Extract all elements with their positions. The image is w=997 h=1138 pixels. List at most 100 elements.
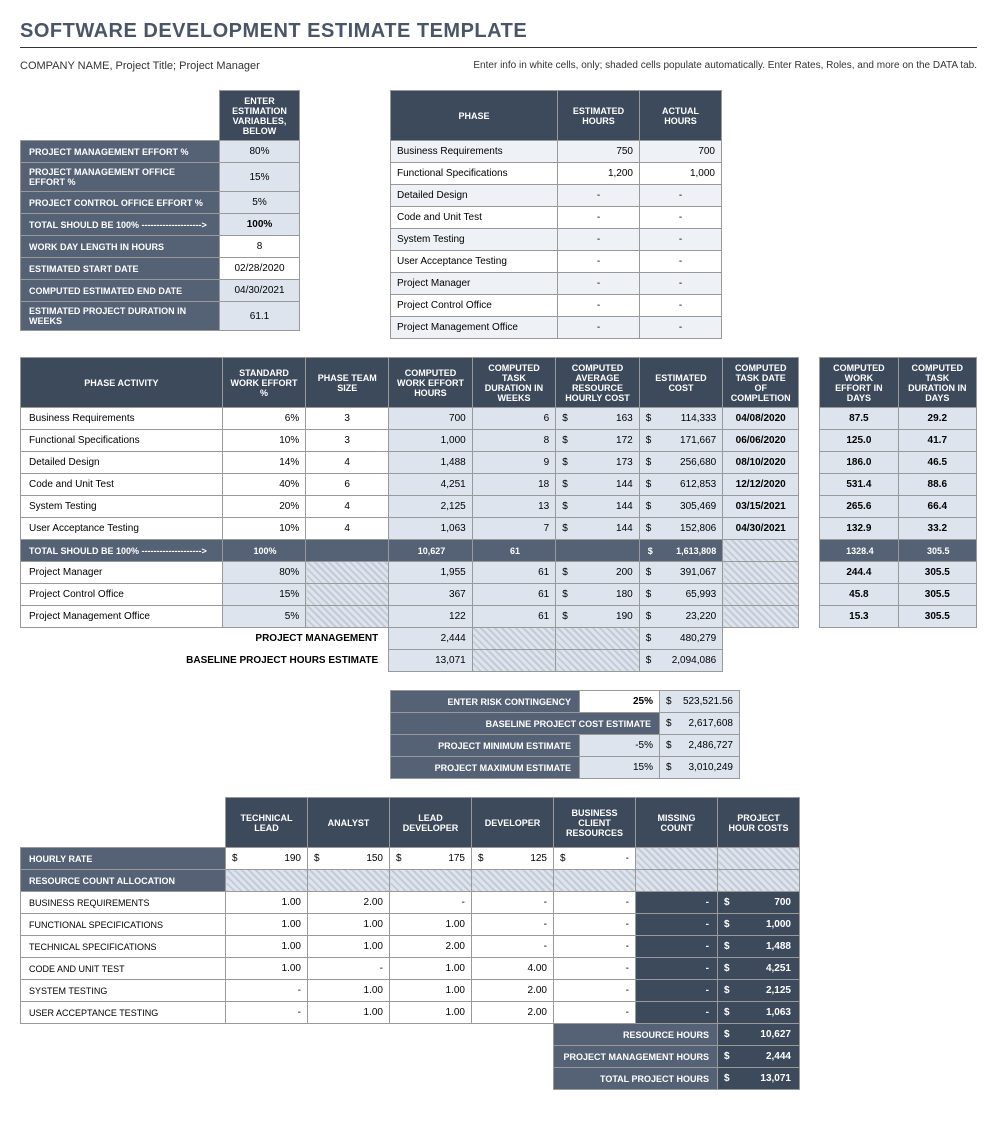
cell <box>308 870 390 892</box>
cell[interactable]: - <box>226 1002 308 1024</box>
var-label: WORK DAY LENGTH IN HOURS <box>21 236 220 258</box>
cell <box>472 650 556 672</box>
cell: 66.4 <box>898 496 976 518</box>
cell[interactable]: - <box>554 914 636 936</box>
cell: 2,125 <box>389 496 473 518</box>
cell: 88.6 <box>898 474 976 496</box>
cell[interactable]: - <box>390 892 472 914</box>
cell[interactable]: 2.00 <box>390 936 472 958</box>
phase-act[interactable]: 1,000 <box>640 163 722 185</box>
cell[interactable]: 4.00 <box>472 958 554 980</box>
phase-est[interactable]: - <box>558 207 640 229</box>
cell[interactable]: 3 <box>306 408 389 430</box>
cell[interactable]: - <box>554 980 636 1002</box>
rate[interactable]: $- <box>554 848 636 870</box>
cell[interactable]: - <box>472 892 554 914</box>
cell[interactable]: - <box>554 1002 636 1024</box>
cell: $4,251 <box>718 958 800 980</box>
cell[interactable]: - <box>554 892 636 914</box>
cell[interactable]: 2.00 <box>472 980 554 1002</box>
cell[interactable]: 1.00 <box>308 1002 390 1024</box>
cell[interactable]: 4 <box>306 452 389 474</box>
alloc-phase: SYSTEM TESTING <box>21 980 226 1002</box>
cell[interactable]: - <box>554 958 636 980</box>
res-col: LEAD DEVELOPER <box>390 798 472 848</box>
cell[interactable]: - <box>472 936 554 958</box>
cell[interactable]: - <box>226 980 308 1002</box>
cell[interactable]: 3 <box>306 430 389 452</box>
var-value[interactable]: 8 <box>220 236 300 258</box>
phase-est[interactable]: - <box>558 229 640 251</box>
rate[interactable]: $175 <box>390 848 472 870</box>
phase-est[interactable]: - <box>558 273 640 295</box>
cell[interactable]: - <box>308 958 390 980</box>
cell: - <box>636 936 718 958</box>
cell: $65,993 <box>639 584 723 606</box>
phase-est[interactable]: - <box>558 251 640 273</box>
rate[interactable]: $150 <box>308 848 390 870</box>
phase-act[interactable]: - <box>640 295 722 317</box>
phase-name: Code and Unit Test <box>391 207 558 229</box>
sum-label: RESOURCE HOURS <box>554 1024 718 1046</box>
phase-act[interactable]: - <box>640 229 722 251</box>
cell: $2,094,086 <box>639 650 723 672</box>
res-col: BUSINESS CLIENT RESOURCES <box>554 798 636 848</box>
cell[interactable]: - <box>472 914 554 936</box>
cell[interactable]: 1.00 <box>308 980 390 1002</box>
cell[interactable]: 1.00 <box>390 914 472 936</box>
cell[interactable]: 4 <box>306 518 389 540</box>
sum-val: $2,444 <box>718 1046 800 1068</box>
bl-label: BASELINE PROJECT HOURS ESTIMATE <box>21 650 389 672</box>
cell: $1,613,808 <box>639 540 723 562</box>
cell: $144 <box>556 474 640 496</box>
phase-est[interactable]: 1,200 <box>558 163 640 185</box>
phase-est[interactable]: - <box>558 295 640 317</box>
cell[interactable]: 40% <box>222 474 305 496</box>
act-name: System Testing <box>21 496 223 518</box>
cell[interactable]: 4 <box>306 496 389 518</box>
phase-est[interactable]: - <box>558 185 640 207</box>
phase-act[interactable]: - <box>640 207 722 229</box>
cell: 1,955 <box>389 562 473 584</box>
cell[interactable]: 1.00 <box>308 914 390 936</box>
cell: - <box>636 958 718 980</box>
cell[interactable]: - <box>554 936 636 958</box>
alloc-phase: USER ACCEPTANCE TESTING <box>21 1002 226 1024</box>
phase-act[interactable]: - <box>640 273 722 295</box>
phase-act[interactable]: - <box>640 251 722 273</box>
rate[interactable]: $190 <box>226 848 308 870</box>
cell[interactable]: 1.00 <box>226 936 308 958</box>
cell <box>723 562 799 584</box>
cell[interactable]: 6% <box>222 408 305 430</box>
cell[interactable]: 1.00 <box>226 958 308 980</box>
cell[interactable]: 10% <box>222 518 305 540</box>
cell[interactable]: 1.00 <box>390 1002 472 1024</box>
cell: 46.5 <box>898 452 976 474</box>
phase-act[interactable]: - <box>640 317 722 339</box>
phase-act[interactable]: - <box>640 185 722 207</box>
rate[interactable]: $125 <box>472 848 554 870</box>
cell[interactable]: 1.00 <box>226 892 308 914</box>
cell[interactable]: 10% <box>222 430 305 452</box>
cell[interactable]: 2.00 <box>308 892 390 914</box>
instructions: Enter info in white cells, only; shaded … <box>473 60 977 72</box>
cell[interactable]: 14% <box>222 452 305 474</box>
cell[interactable]: 1.00 <box>390 958 472 980</box>
side-table: COMPUTED WORK EFFORT IN DAYSCOMPUTED TAS… <box>819 357 977 628</box>
cell[interactable]: 2.00 <box>472 1002 554 1024</box>
risk-val: $2,617,608 <box>660 713 740 735</box>
phase-est[interactable]: 750 <box>558 141 640 163</box>
phase-act[interactable]: 700 <box>640 141 722 163</box>
cell[interactable]: 20% <box>222 496 305 518</box>
cell: $144 <box>556 496 640 518</box>
risk-pct[interactable]: 25% <box>580 691 660 713</box>
cell <box>306 606 389 628</box>
var-label: PROJECT MANAGEMENT OFFICE EFFORT % <box>21 163 220 192</box>
cell[interactable]: 6 <box>306 474 389 496</box>
var-value[interactable]: 02/28/2020 <box>220 258 300 280</box>
phase-est[interactable]: - <box>558 317 640 339</box>
cell[interactable]: 1.00 <box>308 936 390 958</box>
cell: 04/08/2020 <box>723 408 799 430</box>
cell[interactable]: 1.00 <box>390 980 472 1002</box>
cell[interactable]: 1.00 <box>226 914 308 936</box>
